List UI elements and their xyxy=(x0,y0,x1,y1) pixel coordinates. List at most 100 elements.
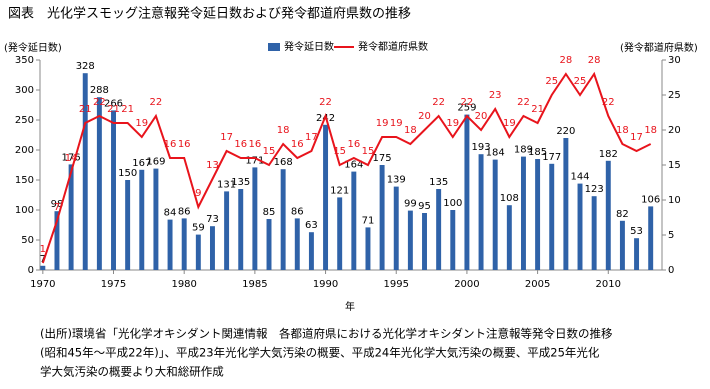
line-value-label: 21 xyxy=(107,104,120,115)
bar xyxy=(549,163,555,270)
y-tick-label: 0 xyxy=(28,265,34,276)
line-value-label: 20 xyxy=(418,111,431,122)
line-value-label: 18 xyxy=(404,125,417,136)
bar-value-label: 266 xyxy=(104,98,123,109)
line-value-label: 19 xyxy=(503,118,516,129)
bar xyxy=(422,213,427,270)
bar xyxy=(167,219,173,270)
bar-value-label: 176 xyxy=(62,152,81,163)
bar-value-label: 175 xyxy=(373,153,392,164)
line-value-label: 23 xyxy=(489,90,502,101)
y2-tick-label: 10 xyxy=(668,195,681,206)
line xyxy=(41,71,652,264)
bar xyxy=(323,124,329,270)
bar xyxy=(266,219,272,270)
bar xyxy=(478,154,484,270)
note: (出所)環境省「光化学オキシダント関連情報 各都道府県における光化学オキシダント… xyxy=(40,327,613,341)
y-tick-label: 350 xyxy=(15,55,34,66)
bar-value-label: 259 xyxy=(457,103,476,114)
y-tick-label: 100 xyxy=(15,205,34,216)
bar xyxy=(40,265,46,270)
line-value-label: 15 xyxy=(263,146,276,157)
y2-tick-label: 30 xyxy=(668,55,681,66)
bar xyxy=(450,210,456,270)
bar xyxy=(535,159,541,270)
line-value-label: 17 xyxy=(220,132,233,143)
y-tick-label: 200 xyxy=(15,145,34,156)
bar xyxy=(181,218,187,270)
bar-value-label: 59 xyxy=(192,223,205,234)
line-value-label: 19 xyxy=(390,118,403,129)
x-tick-label: 1985 xyxy=(242,279,267,290)
chart-title: 図表 光化学スモッグ注意報発令延日数および発令都道府県数の推移 xyxy=(8,6,411,22)
bar xyxy=(619,220,625,270)
bar xyxy=(308,232,314,270)
line-value-label: 16 xyxy=(234,139,247,150)
line-value-label: 18 xyxy=(616,125,629,136)
line-value-label: 25 xyxy=(574,76,587,87)
bar-value-label: 86 xyxy=(291,206,304,217)
x-tick-label: 1970 xyxy=(30,279,55,290)
bar xyxy=(393,186,399,270)
bar-value-label: 135 xyxy=(231,177,250,188)
bar xyxy=(54,211,60,270)
y-tick-label: 300 xyxy=(15,85,34,96)
bar xyxy=(280,169,286,270)
bar-value-label: 288 xyxy=(90,85,109,96)
legend-swatch xyxy=(268,43,280,51)
line-value-label: 14 xyxy=(65,153,78,164)
line-value-label: 21 xyxy=(79,104,92,115)
bar xyxy=(96,97,102,270)
line-value-label: 15 xyxy=(362,146,375,157)
y-tick-label: 150 xyxy=(15,175,34,186)
line-value-label: 16 xyxy=(249,139,262,150)
bar xyxy=(436,189,442,270)
bar xyxy=(125,180,131,270)
x-tick-label: 2005 xyxy=(525,279,550,290)
line-value-label: 22 xyxy=(319,97,332,108)
line-value-label: 22 xyxy=(461,97,474,108)
bar-value-label: 189 xyxy=(514,145,533,156)
bar xyxy=(577,183,583,270)
line-value-label: 9 xyxy=(195,188,201,199)
x-tick-label: 1975 xyxy=(101,279,126,290)
bar-value-label: 82 xyxy=(616,209,629,220)
line-value-label: 7 xyxy=(54,202,60,213)
line-value-label: 25 xyxy=(545,76,558,87)
bar xyxy=(407,210,413,270)
bar-value-label: 53 xyxy=(630,226,643,237)
bar-value-label: 121 xyxy=(330,185,349,196)
line-value-label: 19 xyxy=(135,118,148,129)
bar xyxy=(648,206,654,270)
bar xyxy=(379,165,385,270)
bar xyxy=(238,189,244,270)
bar-value-label: 95 xyxy=(418,201,431,212)
bar xyxy=(365,227,371,270)
bar xyxy=(111,110,116,271)
line-value-label: 22 xyxy=(150,97,163,108)
bar-value-label: 185 xyxy=(528,147,547,158)
bar-value-label: 150 xyxy=(118,168,137,179)
bar xyxy=(591,196,597,270)
line-value-label: 20 xyxy=(475,111,488,122)
bar xyxy=(139,169,145,270)
bar-value-label: 100 xyxy=(443,198,462,209)
bar-value-label: 123 xyxy=(585,184,604,195)
line-value-label: 13 xyxy=(206,160,219,171)
line-value-label: 16 xyxy=(178,139,191,150)
legend-label: 発令延日数 xyxy=(284,40,334,53)
bar xyxy=(153,168,159,270)
line-value-label: 15 xyxy=(333,146,346,157)
y2-tick-label: 20 xyxy=(668,125,681,136)
bar-value-label: 144 xyxy=(570,172,589,183)
line-value-label: 19 xyxy=(376,118,389,129)
bar-value-label: 139 xyxy=(387,175,406,186)
note: (昭和45年〜平成22年)」、平成23年光化学大気汚染の概要、平成24年光化学大… xyxy=(40,346,600,360)
line-value-label: 22 xyxy=(517,97,530,108)
bar-value-label: 63 xyxy=(305,220,318,231)
x-axis-label: 年 xyxy=(345,300,355,313)
bar-value-label: 164 xyxy=(344,160,363,171)
bar xyxy=(605,160,611,270)
bar-value-label: 131 xyxy=(217,179,236,190)
